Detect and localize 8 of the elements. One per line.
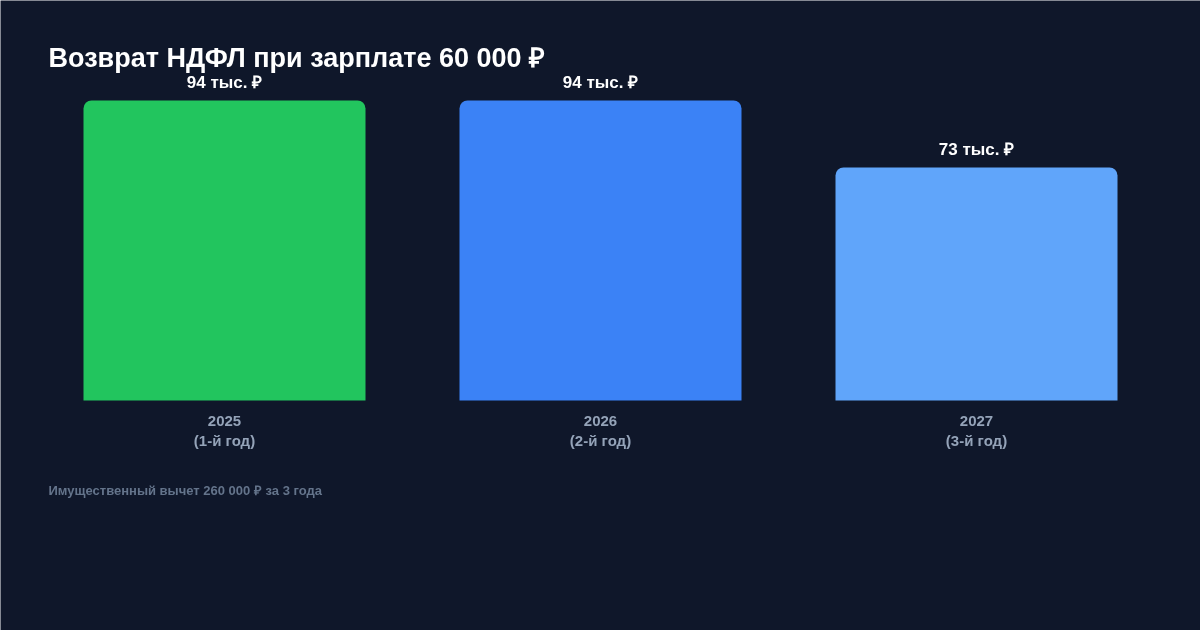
chart-title: Возврат НДФЛ при зарплате 60 000 ₽ [48, 42, 546, 73]
x-tick-label: 2027 (3-й год) [945, 411, 1008, 449]
x-tick-label: 2025 (1-й год) [193, 411, 256, 449]
data-label: 94 тыс. ₽ [562, 72, 639, 92]
x-tick-label: 2026 (2-й год) [569, 411, 632, 449]
data-label: 73 тыс. ₽ [938, 139, 1015, 159]
data-label: 94 тыс. ₽ [186, 72, 263, 92]
text: Имущественный вычет 260 000 ₽ за 3 года [48, 483, 323, 498]
